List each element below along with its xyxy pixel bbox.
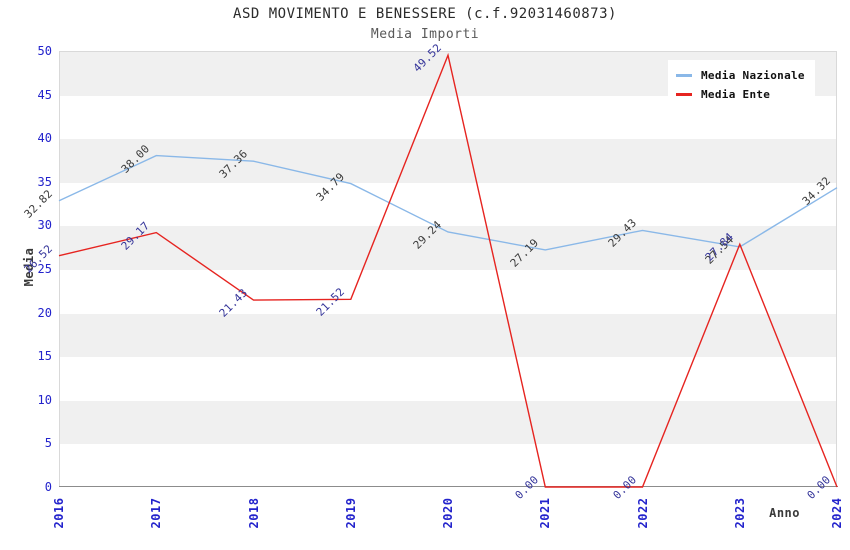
y-tick-label: 45: [37, 87, 52, 102]
x-axis-title: Anno: [769, 506, 800, 520]
y-tick-label: 15: [37, 349, 52, 364]
plot-area: [59, 51, 837, 488]
y-tick-label: 40: [37, 131, 52, 146]
legend-item-label: Media Ente: [701, 88, 771, 101]
chart-subtitle: Media Importi: [370, 27, 480, 42]
y-tick-label: 35: [37, 174, 52, 189]
grid-band: [60, 270, 836, 314]
y-tick-label: 30: [37, 218, 52, 233]
x-axis-line: [59, 486, 838, 487]
media-ente-line: [58, 52, 838, 488]
legend-marker-line: [676, 74, 692, 77]
grid-band: [60, 400, 836, 445]
grid-band: [60, 444, 836, 488]
legend-marker-line: [676, 93, 692, 96]
media-nazionale-line: [58, 154, 838, 251]
legend-item-label: Media Nazionale: [701, 69, 805, 82]
grid-band: [60, 357, 836, 401]
legend-item: Media Nazionale: [676, 66, 805, 85]
y-tick-label: 50: [37, 44, 52, 58]
legend: Media Nazionale Media Ente: [668, 60, 815, 111]
grid-band: [60, 313, 836, 358]
y-tick-label: 0: [44, 480, 52, 494]
grid-band: [60, 139, 836, 183]
y-tick-label: 20: [37, 305, 52, 320]
y-tick-label: 25: [37, 262, 52, 276]
grid-band: [60, 182, 836, 227]
y-tick-label: 5: [44, 436, 52, 451]
grid-band: [60, 226, 836, 270]
chart-title: ASD MOVIMENTO E BENESSERE (c.f.920314608…: [233, 6, 617, 22]
legend-item: Media Ente: [676, 85, 805, 104]
y-tick-label: 10: [37, 392, 52, 407]
